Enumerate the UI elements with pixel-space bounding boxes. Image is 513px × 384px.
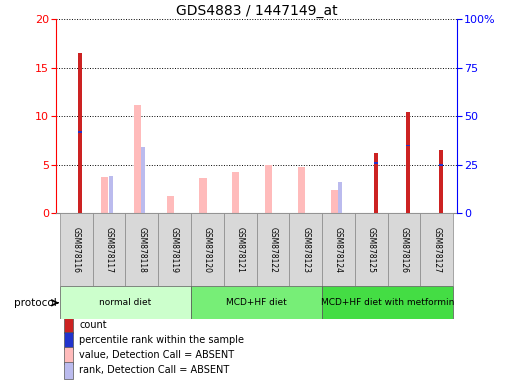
Bar — [65, 316, 73, 333]
Bar — [65, 347, 73, 364]
Text: GSM878118: GSM878118 — [137, 227, 146, 273]
Bar — [65, 362, 73, 379]
Text: GSM878116: GSM878116 — [72, 227, 81, 273]
Text: GSM878126: GSM878126 — [400, 227, 408, 273]
Bar — [355, 214, 388, 286]
Text: GSM878120: GSM878120 — [203, 227, 212, 273]
Bar — [421, 214, 453, 286]
Bar — [142, 147, 145, 214]
Bar — [322, 286, 453, 319]
Bar — [78, 53, 83, 214]
Text: GSM878119: GSM878119 — [170, 227, 179, 273]
Text: value, Detection Call = ABSENT: value, Detection Call = ABSENT — [79, 350, 234, 360]
Bar — [191, 214, 224, 286]
Text: rank, Detection Call = ABSENT: rank, Detection Call = ABSENT — [79, 366, 229, 376]
Bar — [322, 214, 355, 286]
Bar — [200, 179, 207, 214]
Bar — [298, 167, 305, 214]
Bar — [406, 113, 410, 214]
Text: GSM878127: GSM878127 — [432, 227, 441, 273]
Bar — [439, 164, 443, 166]
Bar — [373, 153, 378, 214]
Bar — [60, 286, 191, 319]
Bar — [224, 214, 256, 286]
Bar — [265, 165, 272, 214]
Text: percentile rank within the sample: percentile rank within the sample — [79, 335, 244, 345]
Text: MCD+HF diet: MCD+HF diet — [226, 298, 287, 307]
Bar — [134, 104, 141, 214]
Bar — [78, 131, 83, 133]
Bar — [60, 214, 92, 286]
Bar — [158, 214, 191, 286]
Text: count: count — [79, 320, 107, 330]
Bar — [373, 162, 378, 164]
Bar — [92, 214, 125, 286]
Title: GDS4883 / 1447149_at: GDS4883 / 1447149_at — [175, 4, 338, 18]
Text: protocol: protocol — [14, 298, 57, 308]
Bar — [65, 332, 73, 349]
Text: GSM878124: GSM878124 — [334, 227, 343, 273]
Text: GSM878123: GSM878123 — [301, 227, 310, 273]
Bar — [125, 214, 158, 286]
Bar — [191, 286, 322, 319]
Text: GSM878121: GSM878121 — [235, 227, 245, 273]
Text: normal diet: normal diet — [99, 298, 151, 307]
Text: MCD+HF diet with metformin: MCD+HF diet with metformin — [321, 298, 455, 307]
Bar — [388, 214, 421, 286]
Bar — [289, 214, 322, 286]
Bar — [101, 177, 108, 214]
Bar — [256, 214, 289, 286]
Text: GSM878122: GSM878122 — [268, 227, 278, 273]
Bar — [167, 196, 174, 214]
Bar — [232, 172, 240, 214]
Bar — [338, 182, 342, 214]
Bar — [330, 190, 338, 214]
Bar — [109, 176, 112, 214]
Bar — [406, 145, 410, 146]
Text: GSM878117: GSM878117 — [105, 227, 113, 273]
Bar — [439, 150, 443, 214]
Text: GSM878125: GSM878125 — [367, 227, 376, 273]
